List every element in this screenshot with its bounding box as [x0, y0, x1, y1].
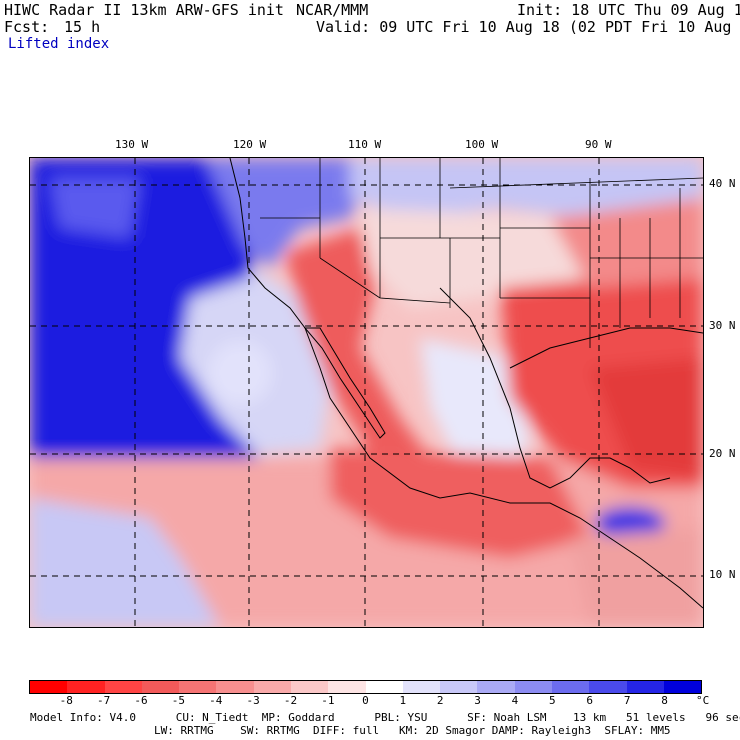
- lon-label-130w: 130 W: [115, 138, 149, 151]
- colorbar-swatch: [30, 681, 68, 693]
- colorbar-swatch: [589, 681, 627, 693]
- colorbar-tick-label: 3: [474, 694, 481, 707]
- colorbar-swatch: [216, 681, 254, 693]
- colorbar-swatch: [514, 681, 552, 693]
- colorbar-swatch: [440, 681, 478, 693]
- lat-label-10n: 10 N: [709, 568, 736, 581]
- colorbar-tick-label: 4: [511, 694, 519, 707]
- field-name: Lifted index: [8, 36, 110, 52]
- state-borders: [260, 158, 703, 348]
- lon-label-100w: 100 W: [465, 138, 499, 151]
- colorbar-tick-label: 5: [549, 694, 556, 707]
- colorbar-tick-label: -8: [59, 694, 73, 707]
- colorbar-tick-label: -4: [209, 694, 223, 707]
- colorbar-swatch: [365, 681, 403, 693]
- colorbar-tick-label: 0: [362, 694, 369, 707]
- lon-label-110w: 110 W: [348, 138, 382, 151]
- model-title: HIWC Radar II 13km ARW-GFS init: [4, 1, 284, 19]
- colorbar-tick-label: 1: [399, 694, 407, 707]
- valid-time: Valid: 09 UTC Fri 10 Aug 18 (02 PDT Fri …: [316, 18, 740, 36]
- colorbar-swatch: [141, 681, 180, 693]
- forecast-hour: 15 h: [64, 18, 101, 36]
- colorbar-tick-label: -7: [96, 694, 111, 707]
- colorbar-unit: °C: [696, 694, 710, 707]
- model-info-line1: Model Info: V4.0 CU: N_Tiedt MP: Goddard…: [30, 711, 740, 724]
- forecast-label: Fcst:: [4, 18, 50, 36]
- colorbar-tick-label: -6: [134, 694, 148, 707]
- colorbar-swatch: [402, 681, 441, 693]
- colorbar-tick-label: -3: [246, 694, 260, 707]
- lat-label-30n: 30 N: [709, 319, 736, 332]
- model-info-line2: LW: RRTMG SW: RRTMG DIFF: full KM: 2D Sm…: [154, 724, 671, 737]
- colorbar-swatch: [179, 681, 217, 693]
- colorbar-tick-label: -1: [321, 694, 335, 707]
- init-time: Init: 18 UTC Thu 09 Aug 18: [517, 1, 740, 19]
- colorbar-swatch: [328, 681, 366, 693]
- colorbar-swatch: [663, 681, 702, 693]
- coastlines: [229, 158, 703, 609]
- shaded-field: [30, 158, 703, 627]
- colorbar-swatch: [253, 681, 291, 693]
- colorbar-tick-label: 6: [586, 694, 594, 707]
- map-canvas: [30, 158, 703, 627]
- colorbar-tick-label: 2: [436, 694, 444, 707]
- colorbar-swatch: [626, 681, 664, 693]
- colorbar-tick-label: -5: [171, 694, 185, 707]
- colorbar: [29, 680, 702, 694]
- colorbar-swatch: [104, 681, 142, 693]
- colorbar-swatch: [551, 681, 590, 693]
- colorbar-tick-label: 7: [623, 694, 631, 707]
- lifted-index-map: [29, 157, 704, 628]
- lat-label-20n: 20 N: [709, 447, 736, 460]
- organization-label: NCAR/MMM: [296, 1, 369, 19]
- colorbar-swatch: [477, 681, 515, 693]
- colorbar-tick-label: -2: [283, 694, 298, 707]
- graticule: [30, 158, 703, 627]
- lat-label-40n: 40 N: [709, 177, 736, 190]
- lon-label-90w: 90 W: [585, 138, 612, 151]
- lon-label-120w: 120 W: [233, 138, 267, 151]
- colorbar-swatch: [67, 681, 105, 693]
- colorbar-swatch: [290, 681, 329, 693]
- colorbar-tick-label: 8: [661, 694, 668, 707]
